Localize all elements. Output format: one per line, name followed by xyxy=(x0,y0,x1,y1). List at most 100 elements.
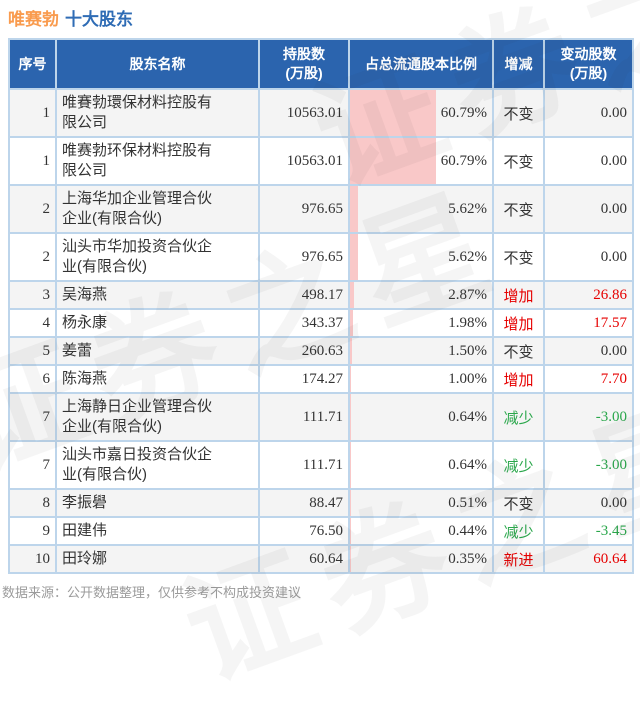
pct-cell: 5.62% xyxy=(349,185,493,233)
delta-cell: 7.70 xyxy=(544,365,633,393)
change-cell: 增加 xyxy=(493,365,544,393)
change-cell: 减少 xyxy=(493,393,544,441)
pct-cell: 60.79% xyxy=(349,89,493,137)
change-cell: 增加 xyxy=(493,309,544,337)
delta-cell: -3.45 xyxy=(544,517,633,545)
col-header-name: 股东名称 xyxy=(56,39,259,89)
shareholder-name: 唯賽勃環保材料控股有限公司 xyxy=(62,93,224,133)
delta-cell: 17.57 xyxy=(544,309,633,337)
pct-value: 0.64% xyxy=(448,409,487,425)
pct-cell: 1.50% xyxy=(349,337,493,365)
col-header-shares: 持股数 (万股) xyxy=(259,39,349,89)
shares-cell: 76.50 xyxy=(259,517,349,545)
shares-cell: 10563.01 xyxy=(259,89,349,137)
shareholder-name: 汕头市嘉日投资合伙企业(有限合伙) xyxy=(62,445,224,485)
pct-value: 0.35% xyxy=(448,551,487,567)
shareholder-name-cell: 田玲娜 xyxy=(56,545,259,573)
pct-bar xyxy=(350,394,351,440)
pct-bar xyxy=(350,234,358,280)
stock-name: 唯赛勃 xyxy=(8,10,59,29)
delta-cell: 0.00 xyxy=(544,185,633,233)
shareholder-name-cell: 吴海燕 xyxy=(56,281,259,309)
table-header-row: 序号 股东名称 持股数 (万股) 占总流通股本比例 增减 变动股数 (万股) xyxy=(9,39,633,89)
shareholder-name: 唯赛勃环保材料控股有限公司 xyxy=(62,141,224,181)
pct-cell: 2.87% xyxy=(349,281,493,309)
shareholder-name: 田玲娜 xyxy=(62,549,224,569)
rank-cell: 10 xyxy=(9,545,56,573)
change-cell: 新进 xyxy=(493,545,544,573)
change-cell: 不变 xyxy=(493,337,544,365)
rank-cell: 2 xyxy=(9,185,56,233)
col-header-rank: 序号 xyxy=(9,39,56,89)
delta-cell: 0.00 xyxy=(544,89,633,137)
change-cell: 减少 xyxy=(493,517,544,545)
shareholder-name: 陈海燕 xyxy=(62,369,224,389)
pct-bar xyxy=(350,338,352,364)
delta-cell: 0.00 xyxy=(544,233,633,281)
shares-cell: 260.63 xyxy=(259,337,349,365)
shares-cell: 10563.01 xyxy=(259,137,349,185)
pct-bar xyxy=(350,90,436,136)
change-cell: 不变 xyxy=(493,137,544,185)
shareholder-name: 汕头市华加投资合伙企业(有限合伙) xyxy=(62,237,224,277)
col-header-pct: 占总流通股本比例 xyxy=(349,39,493,89)
pct-bar xyxy=(350,366,351,392)
shareholder-name-cell: 陈海燕 xyxy=(56,365,259,393)
delta-cell: 26.86 xyxy=(544,281,633,309)
shareholder-name-cell: 田建伟 xyxy=(56,517,259,545)
shareholder-name-cell: 杨永康 xyxy=(56,309,259,337)
change-cell: 不变 xyxy=(493,233,544,281)
pct-value: 5.62% xyxy=(448,201,487,217)
shareholder-name-cell: 汕头市嘉日投资合伙企业(有限合伙) xyxy=(56,441,259,489)
change-cell: 减少 xyxy=(493,441,544,489)
pct-value: 1.98% xyxy=(448,315,487,331)
shares-cell: 60.64 xyxy=(259,545,349,573)
shares-cell: 976.65 xyxy=(259,185,349,233)
pct-bar xyxy=(350,138,436,184)
shareholder-name: 上海华加企业管理合伙企业(有限合伙) xyxy=(62,189,224,229)
rank-cell: 7 xyxy=(9,441,56,489)
rank-cell: 1 xyxy=(9,89,56,137)
pct-cell: 0.64% xyxy=(349,393,493,441)
change-cell: 不变 xyxy=(493,489,544,517)
section-title: 十大股东 xyxy=(65,10,133,29)
col-header-delta: 变动股数 (万股) xyxy=(544,39,633,89)
pct-value: 1.50% xyxy=(448,343,487,359)
rank-cell: 2 xyxy=(9,233,56,281)
pct-cell: 0.35% xyxy=(349,545,493,573)
rank-cell: 6 xyxy=(9,365,56,393)
pct-cell: 5.62% xyxy=(349,233,493,281)
shareholder-name-cell: 上海华加企业管理合伙企业(有限合伙) xyxy=(56,185,259,233)
shareholder-name-cell: 李振礐 xyxy=(56,489,259,517)
shareholder-name-cell: 唯賽勃環保材料控股有限公司 xyxy=(56,89,259,137)
shares-cell: 88.47 xyxy=(259,489,349,517)
delta-cell: 0.00 xyxy=(544,137,633,185)
data-source-note: 数据来源：公开数据整理，仅供参考不构成投资建议 xyxy=(2,582,640,601)
rank-cell: 3 xyxy=(9,281,56,309)
change-cell: 不变 xyxy=(493,185,544,233)
pct-bar xyxy=(350,186,358,232)
col-header-change: 增减 xyxy=(493,39,544,89)
shareholder-name: 李振礐 xyxy=(62,493,224,513)
delta-cell: 0.00 xyxy=(544,337,633,365)
shareholder-name: 姜蕾 xyxy=(62,341,224,361)
pct-value: 0.51% xyxy=(448,495,487,511)
shares-cell: 111.71 xyxy=(259,441,349,489)
rank-cell: 9 xyxy=(9,517,56,545)
shareholder-name: 上海静日企业管理合伙企业(有限合伙) xyxy=(62,397,224,437)
pct-bar xyxy=(350,310,353,336)
shareholder-name-cell: 唯赛勃环保材料控股有限公司 xyxy=(56,137,259,185)
delta-cell: -3.00 xyxy=(544,441,633,489)
pct-cell: 1.00% xyxy=(349,365,493,393)
pct-value: 2.87% xyxy=(448,287,487,303)
shareholder-name-cell: 姜蕾 xyxy=(56,337,259,365)
